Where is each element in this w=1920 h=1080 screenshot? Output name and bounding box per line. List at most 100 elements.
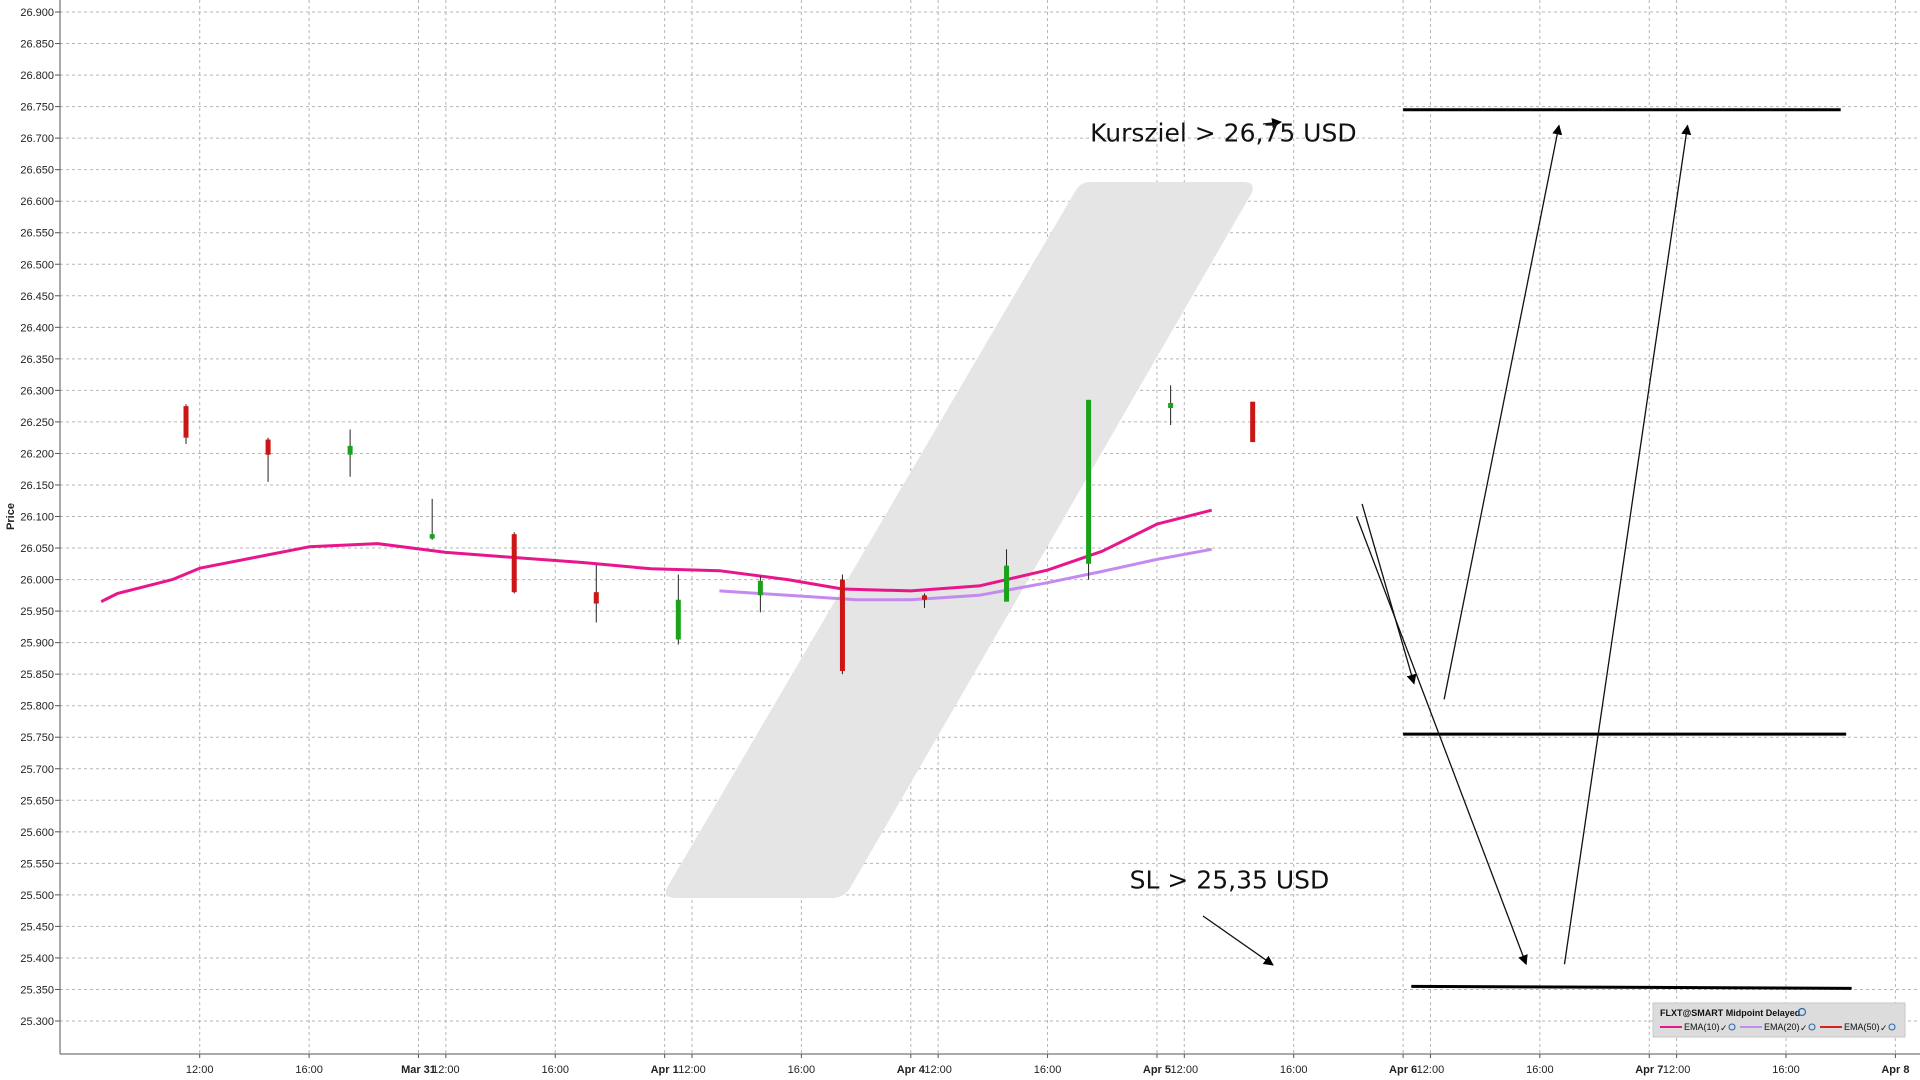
y-axis-label: Price [5, 503, 17, 530]
candles [183, 385, 1256, 675]
x-tick-label: Apr 5 [1143, 1064, 1171, 1076]
y-tick-label: 25.900 [20, 638, 54, 650]
y-tick-label: 26.450 [20, 291, 54, 303]
candle [675, 574, 681, 645]
y-tick-label: 26.050 [20, 543, 54, 555]
candle [265, 437, 271, 482]
y-tick-label: 26.850 [20, 39, 54, 51]
stop-annotation: SL > 25,35 USD [1130, 866, 1330, 895]
candle [1168, 385, 1174, 426]
legend-label: EMA(10) [1684, 1022, 1720, 1032]
candle-body [183, 406, 189, 438]
candle [183, 404, 189, 444]
candle-body [511, 534, 517, 593]
x-tick-label: Apr 6 [1389, 1064, 1417, 1076]
y-tick-label: 25.750 [20, 732, 54, 744]
candle-body [265, 439, 271, 455]
candle-body [1004, 565, 1010, 602]
y-tick-label: 26.700 [20, 133, 54, 145]
candle-body [839, 579, 845, 672]
check-icon: ✓ [1880, 1023, 1888, 1033]
x-tick-label: 16:00 [1280, 1064, 1308, 1076]
y-tick-label: 26.200 [20, 448, 54, 460]
check-icon: ✓ [1800, 1023, 1808, 1033]
x-tick-label: 12:00 [678, 1064, 706, 1076]
candle-body [429, 534, 435, 539]
x-tick-label: 16:00 [541, 1064, 569, 1076]
candle-body [1250, 401, 1256, 443]
y-tick-label: 26.900 [20, 7, 54, 19]
y-tick-label: 25.850 [20, 669, 54, 681]
settings-icon [1808, 1023, 1816, 1031]
projection-arrow [1443, 124, 1563, 700]
price-levels [1403, 108, 1852, 990]
ema-lines [100, 508, 1213, 603]
y-tick-label: 26.400 [20, 322, 54, 334]
candle-body [1086, 399, 1092, 564]
y-tick-label: 25.550 [20, 858, 54, 870]
y-tick-label: 25.300 [20, 1016, 54, 1028]
x-tick-label: Apr 4 [897, 1064, 926, 1076]
candle-body [921, 595, 927, 600]
y-tick-label: 26.600 [20, 196, 54, 208]
x-tick-label: 12:00 [924, 1064, 952, 1076]
level-line-stop [1411, 984, 1852, 990]
candle [593, 565, 599, 623]
x-tick-label: 12:00 [186, 1064, 214, 1076]
y-tick-label: 26.550 [20, 228, 54, 240]
y-tick-label: 25.350 [20, 984, 54, 996]
x-tick-label: 16:00 [295, 1064, 323, 1076]
y-tick-label: 25.700 [20, 764, 54, 776]
y-tick-label: 25.500 [20, 890, 54, 902]
y-tick-label: 26.250 [20, 417, 54, 429]
x-tick-label: Apr 7 [1635, 1064, 1663, 1076]
target-annotation: Kursziel > 26,75 USD [1090, 118, 1356, 147]
y-tick-label: 26.000 [20, 575, 54, 587]
candle [429, 498, 435, 540]
x-tick-label: Apr 8 [1881, 1064, 1909, 1076]
y-tick-label: 25.950 [20, 606, 54, 618]
settings-icon [1728, 1023, 1736, 1031]
trend-channel-shape [665, 182, 1253, 898]
x-tick-label: Apr 1 [651, 1064, 679, 1076]
target-pointer-arrow [1262, 118, 1282, 128]
y-tick-label: 26.150 [20, 480, 54, 492]
projection-arrows [1202, 118, 1692, 966]
candle [757, 576, 763, 613]
y-tick-label: 26.750 [20, 102, 54, 114]
settings-icon [1888, 1023, 1896, 1031]
x-tick-label: 12:00 [432, 1064, 460, 1076]
candle [1250, 401, 1256, 443]
y-tick-label: 25.600 [20, 827, 54, 839]
x-tick-label: 16:00 [1526, 1064, 1554, 1076]
ema-line-ema20 [719, 547, 1212, 602]
candle [347, 429, 353, 477]
candle [1086, 399, 1092, 580]
y-tick-label: 26.300 [20, 385, 54, 397]
x-tick-label: Mar 31 [401, 1064, 436, 1076]
legend-label: EMA(20) [1764, 1022, 1800, 1032]
y-tick-label: 25.400 [20, 953, 54, 965]
y-tick-label: 25.650 [20, 795, 54, 807]
check-icon: ✓ [1720, 1023, 1728, 1033]
candle [511, 532, 517, 594]
y-tick-label: 26.800 [20, 70, 54, 82]
y-tick-label: 25.450 [20, 921, 54, 933]
x-tick-label: 12:00 [1417, 1064, 1445, 1076]
y-tick-label: 26.650 [20, 165, 54, 177]
candle-body [1168, 402, 1174, 409]
y-tick-label: 26.100 [20, 512, 54, 524]
candle [1004, 549, 1010, 602]
x-tick-label: 16:00 [1772, 1064, 1800, 1076]
annotations: Kursziel > 26,75 USD SL > 25,35 USD [1090, 118, 1356, 894]
y-axis: 26.900 26.850 26.800 26.750 26.700 26.650 26.6… [5, 0, 61, 1054]
candle [921, 593, 927, 608]
x-tick-label: 12:00 [1171, 1064, 1199, 1076]
x-tick-label: 16:00 [788, 1064, 816, 1076]
ema-line-ema10 [100, 508, 1213, 603]
legend-label: EMA(50) [1844, 1022, 1880, 1032]
y-tick-label: 26.350 [20, 354, 54, 366]
x-tick-label: 16:00 [1034, 1064, 1062, 1076]
